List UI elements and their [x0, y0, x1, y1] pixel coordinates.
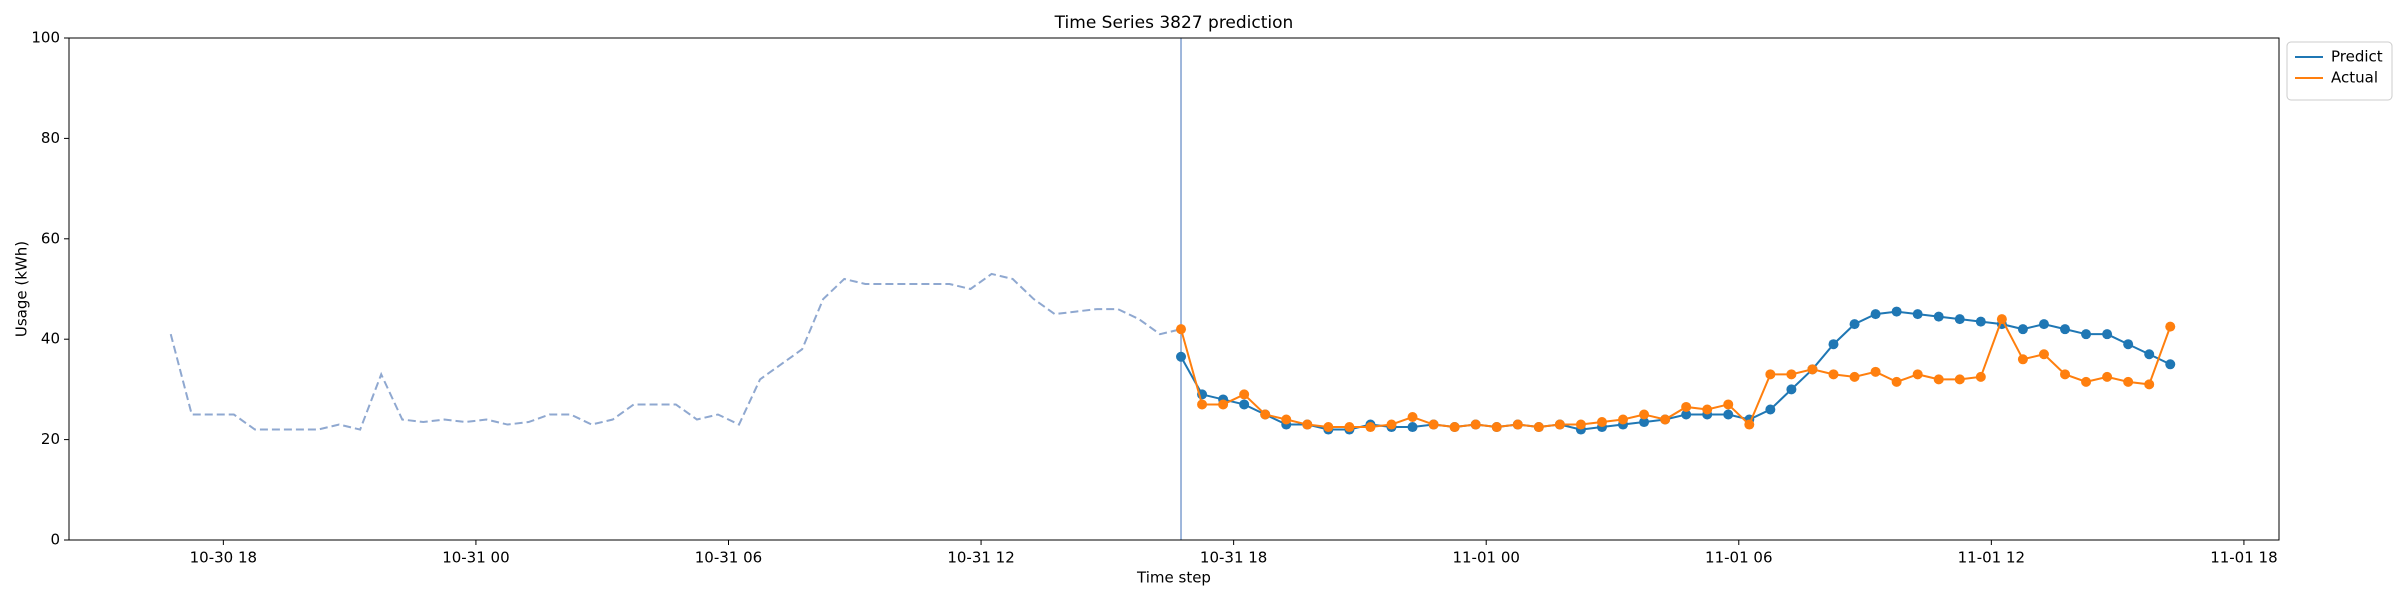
data-point [1870, 366, 1881, 377]
data-point [1218, 399, 1229, 410]
data-point [1828, 369, 1839, 380]
data-point [1449, 422, 1460, 433]
data-point [1891, 306, 1902, 317]
data-point [2165, 359, 2176, 370]
series-line [1180, 316, 2172, 429]
data-point [2102, 329, 2113, 340]
y-tick-label: 40 [41, 330, 60, 348]
data-point [1954, 314, 1965, 325]
data-point [1786, 369, 1797, 380]
data-point [1386, 419, 1397, 430]
legend-label: Predict [2331, 48, 2383, 66]
x-tick-label: 11-01 18 [2210, 549, 2277, 567]
data-point [1975, 316, 1986, 327]
data-point [1765, 369, 1776, 380]
data-point [1512, 419, 1523, 430]
data-point [1828, 339, 1839, 350]
x-tick-label: 11-01 12 [1958, 549, 2025, 567]
data-point [1491, 422, 1502, 433]
data-point [1639, 409, 1650, 420]
data-point [1681, 409, 1692, 420]
y-tick-label: 100 [31, 29, 60, 47]
data-point [1786, 384, 1797, 395]
data-point [1765, 404, 1776, 415]
data-point [1176, 351, 1187, 362]
data-point [2038, 349, 2049, 360]
x-tick-label: 10-31 06 [695, 549, 762, 567]
data-point [2123, 376, 2134, 387]
data-point [1239, 389, 1250, 400]
data-point [1996, 314, 2007, 325]
data-point [1681, 401, 1692, 412]
data-point [1639, 417, 1650, 428]
data-point [1702, 404, 1713, 415]
data-point [2102, 371, 2113, 382]
data-point [2165, 321, 2176, 332]
data-point [1533, 422, 1544, 433]
data-point [1912, 369, 1923, 380]
data-point [1933, 311, 1944, 322]
data-point [1596, 417, 1607, 428]
data-point [1723, 409, 1734, 420]
data-point [1344, 422, 1355, 433]
data-point [1428, 419, 1439, 430]
data-point [1849, 371, 1860, 382]
data-point [1323, 422, 1334, 433]
data-point [1744, 419, 1755, 430]
x-tick-label: 11-01 06 [1705, 549, 1772, 567]
data-point [1302, 419, 1313, 430]
data-point [2081, 376, 2092, 387]
data-point [2038, 319, 2049, 330]
data-point [1933, 374, 1944, 385]
x-tick-label: 11-01 00 [1452, 549, 1519, 567]
data-point [1891, 376, 1902, 387]
data-point [1660, 414, 1671, 425]
data-point [1575, 419, 1586, 430]
x-tick-label: 10-30 18 [190, 549, 257, 567]
data-point [1470, 419, 1481, 430]
chart-title: Time Series 3827 prediction [1054, 13, 1294, 33]
data-point [1975, 371, 1986, 382]
data-point [2060, 369, 2071, 380]
x-tick-label: 10-31 18 [1200, 549, 1267, 567]
data-point [1870, 309, 1881, 320]
data-point [2017, 324, 2028, 335]
data-point [1849, 319, 1860, 330]
y-tick-label: 20 [41, 430, 60, 448]
x-axis-label: Time step [1136, 569, 1211, 587]
data-point [1407, 422, 1418, 433]
data-point [2060, 324, 2071, 335]
y-tick-label: 80 [41, 129, 60, 147]
data-point [2017, 354, 2028, 365]
data-point [1260, 409, 1271, 420]
data-point [1239, 399, 1250, 410]
data-point [1365, 422, 1376, 433]
x-tick-label: 10-31 00 [442, 549, 509, 567]
data-point [2123, 339, 2134, 350]
y-axis-label: Usage (kWh) [13, 241, 31, 337]
data-point [1723, 399, 1734, 410]
data-point [1407, 412, 1418, 423]
x-tick-label: 10-31 12 [947, 549, 1014, 567]
data-point [2144, 349, 2155, 360]
plot-frame [68, 37, 2280, 541]
data-point [2081, 329, 2092, 340]
data-point [1954, 374, 1965, 385]
y-tick-label: 60 [41, 229, 60, 247]
data-point [1912, 309, 1923, 320]
legend-label: Actual [2331, 69, 2378, 87]
series-line [169, 272, 1182, 431]
data-point [1176, 324, 1187, 335]
data-point [1197, 399, 1208, 410]
data-point [1618, 414, 1629, 425]
data-point [1554, 419, 1565, 430]
data-point [1281, 414, 1292, 425]
y-tick-label: 0 [50, 531, 60, 549]
data-point [1807, 364, 1818, 375]
data-point [2144, 379, 2155, 390]
